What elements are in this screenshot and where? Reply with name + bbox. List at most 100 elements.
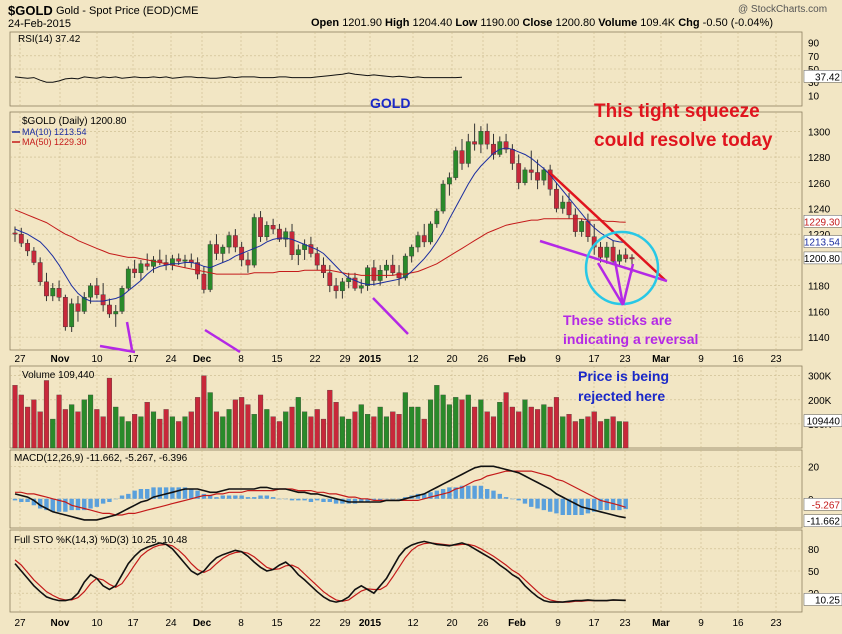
candle-body: [339, 281, 345, 292]
volume-bar: [585, 416, 591, 449]
candle-body: [12, 232, 18, 235]
x-axis-label-bottom: 27: [14, 618, 26, 629]
macd-histogram-bar: [598, 498, 603, 511]
volume-bar: [503, 392, 509, 449]
candle-body: [516, 163, 522, 183]
volume-bar: [472, 406, 478, 449]
volume-bar: [579, 418, 585, 449]
sto-d-line: [14, 542, 626, 603]
volume-bar: [402, 392, 408, 449]
price-ytick-label: 1140: [808, 333, 830, 344]
x-axis-label: 12: [407, 354, 419, 365]
candle-body: [604, 246, 610, 258]
macd-histogram-bar: [535, 498, 540, 509]
candle-body: [522, 169, 528, 183]
macd-histogram-bar: [44, 498, 49, 511]
rsi-ytick-label: 70: [808, 52, 820, 63]
macd-histogram-bar: [585, 498, 591, 514]
macd-value-tag-box: [803, 514, 842, 527]
candle-body: [37, 262, 43, 283]
macd-histogram-bar: [151, 487, 156, 499]
x-axis-label: 16: [732, 354, 744, 365]
volume-bar: [195, 397, 201, 449]
volume-bar: [541, 404, 547, 449]
volume-bar: [119, 416, 125, 449]
candle-body: [459, 150, 465, 164]
macd-histogram-bar: [592, 498, 597, 512]
volume-bar: [327, 389, 333, 449]
x-axis-label: 9: [555, 354, 561, 365]
sto-title: Full STO %K(14,3) %D(3) 10.25, 10.48: [14, 535, 188, 546]
candle-body: [25, 243, 30, 252]
macd-histogram-bar: [516, 498, 521, 501]
x-axis-label: 8: [238, 354, 244, 365]
candle-body: [195, 262, 200, 275]
volume-label: Volume: [598, 17, 638, 29]
volume-bar: [283, 411, 289, 449]
x-axis-label: 23: [619, 354, 631, 365]
macd-histogram-bar: [245, 497, 251, 499]
macd-histogram-bar: [352, 498, 358, 504]
macd-histogram-bar: [176, 487, 181, 499]
macd-histogram-bar: [233, 495, 238, 499]
rsi-line: [14, 72, 463, 83]
candle-body: [125, 268, 131, 289]
candle-body: [44, 281, 49, 297]
candle-body: [75, 303, 81, 312]
price-title: $GOLD (Daily) 1200.80: [22, 116, 127, 127]
candle-body: [566, 201, 572, 216]
macd-histogram-bar: [554, 498, 559, 514]
volume-bar: [623, 421, 629, 449]
macd-histogram-bar: [88, 498, 93, 509]
candle-body: [151, 259, 156, 267]
volume-bar: [560, 416, 566, 449]
candle-body: [220, 246, 226, 254]
macd-histogram-bar: [214, 497, 219, 499]
candle-body: [176, 258, 182, 262]
price-ytick-label: 1280: [808, 153, 831, 164]
candle-body: [182, 259, 188, 262]
candle-body: [138, 263, 144, 274]
volume-bar: [308, 416, 314, 449]
volume-bar: [88, 394, 94, 449]
volume-value: 109.4K: [640, 17, 676, 29]
macd-histogram-bar: [491, 490, 496, 499]
close-tag-label-box: [803, 251, 842, 265]
volume-bar: [50, 418, 56, 449]
volume-bar: [597, 421, 604, 449]
volume-bar: [352, 411, 358, 449]
candle-body: [321, 264, 326, 274]
volume-bar: [75, 411, 81, 449]
volume-bar: [535, 409, 541, 449]
macd-histogram-bar: [466, 485, 471, 499]
x-axis-label-bottom: 10: [91, 618, 103, 629]
rsi-last-label-box: [803, 70, 842, 83]
rsi-title: RSI(14) 37.42: [18, 34, 81, 45]
x-axis-label-bottom: 15: [271, 618, 283, 629]
candle-body: [132, 268, 138, 274]
volume-bar: [201, 375, 207, 449]
volume-bar: [434, 385, 440, 449]
candle-body: [617, 254, 622, 262]
volume-bar: [25, 406, 31, 449]
macd-histogram-bar: [610, 498, 616, 511]
volume-bar: [339, 416, 345, 449]
macd-histogram-bar: [566, 498, 572, 515]
macd-histogram-bar: [434, 490, 440, 499]
volume-bar: [81, 399, 87, 449]
volume-bar: [169, 416, 175, 449]
candle-body: [390, 264, 396, 274]
low-label: Low: [455, 17, 478, 29]
annotation-squeeze-line1: This tight squeeze: [594, 101, 760, 122]
volume-bar: [239, 397, 245, 449]
macd-signal-tag: -5.267: [812, 500, 841, 511]
candle-body: [365, 267, 370, 286]
close-value: 1200.80: [555, 17, 596, 29]
x-axis-label: 2015: [359, 354, 382, 365]
volume-bar: [383, 416, 390, 449]
high-value: 1204.40: [412, 17, 453, 29]
volume-bar: [516, 411, 522, 449]
volume-ytick-label: 200K: [808, 396, 832, 407]
candle-body: [472, 141, 478, 145]
candle-body: [69, 303, 75, 328]
